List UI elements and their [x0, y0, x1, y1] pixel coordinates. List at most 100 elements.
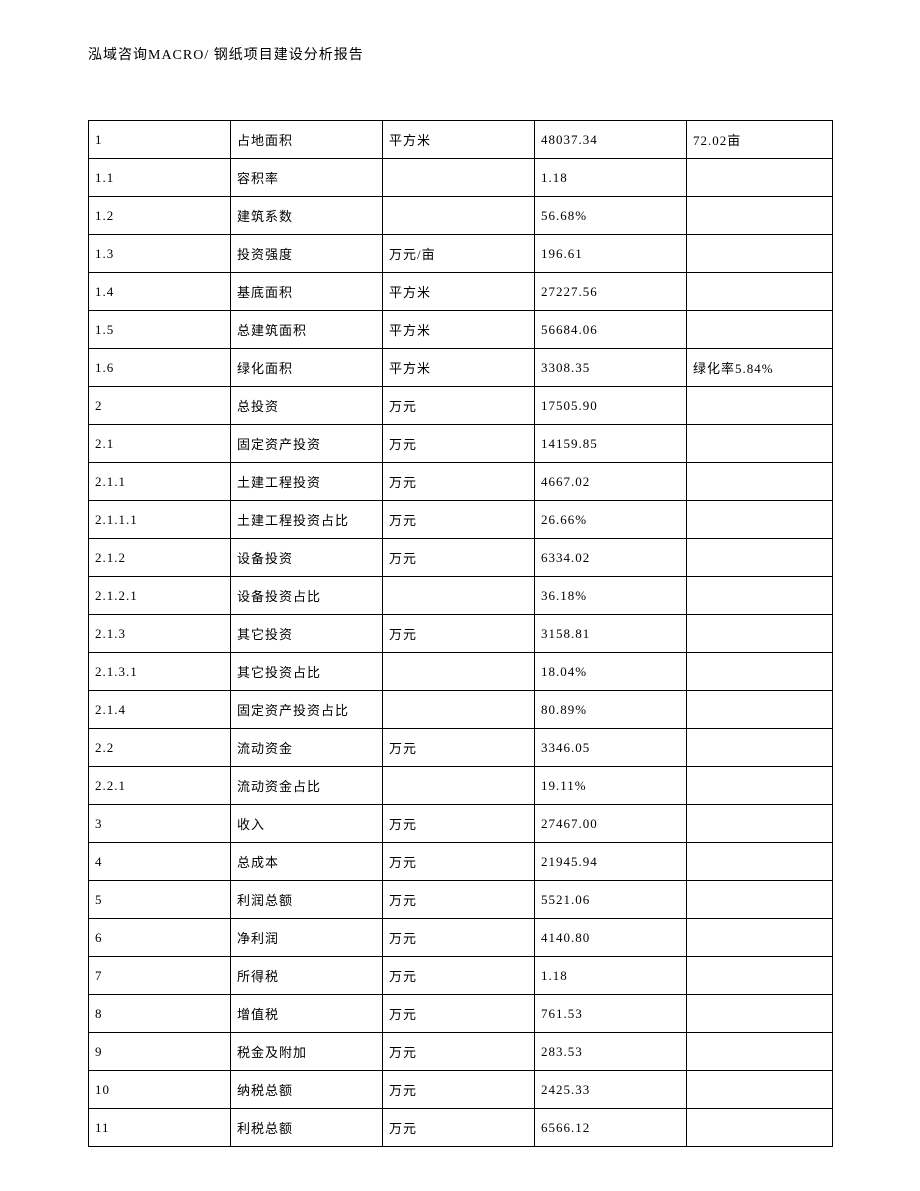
- table-cell: [383, 159, 535, 197]
- table-cell: 1: [89, 121, 231, 159]
- data-table: 1占地面积平方米48037.3472.02亩1.1容积率1.181.2建筑系数5…: [88, 120, 833, 1147]
- table-cell: [687, 235, 833, 273]
- table-row: 2.1.2设备投资万元6334.02: [89, 539, 833, 577]
- table-row: 2.2流动资金万元3346.05: [89, 729, 833, 767]
- table-cell: 利润总额: [231, 881, 383, 919]
- table-cell: 1.2: [89, 197, 231, 235]
- table-cell: 平方米: [383, 349, 535, 387]
- table-cell: 设备投资: [231, 539, 383, 577]
- table-cell: 万元: [383, 919, 535, 957]
- table-cell: [687, 159, 833, 197]
- table-row: 1.5总建筑面积平方米56684.06: [89, 311, 833, 349]
- table-cell: [687, 463, 833, 501]
- table-cell: [687, 653, 833, 691]
- table-row: 10纳税总额万元2425.33: [89, 1071, 833, 1109]
- table-body: 1占地面积平方米48037.3472.02亩1.1容积率1.181.2建筑系数5…: [89, 121, 833, 1147]
- table-cell: 11: [89, 1109, 231, 1147]
- table-cell: [383, 197, 535, 235]
- table-cell: 万元: [383, 463, 535, 501]
- table-cell: 196.61: [535, 235, 687, 273]
- table-cell: 8: [89, 995, 231, 1033]
- table-cell: [687, 615, 833, 653]
- table-cell: [687, 1109, 833, 1147]
- table-cell: 6566.12: [535, 1109, 687, 1147]
- table-cell: 总建筑面积: [231, 311, 383, 349]
- table-cell: 土建工程投资: [231, 463, 383, 501]
- table-cell: 56684.06: [535, 311, 687, 349]
- table-cell: 万元: [383, 539, 535, 577]
- table-cell: 平方米: [383, 273, 535, 311]
- table-cell: 3346.05: [535, 729, 687, 767]
- table-cell: 万元: [383, 729, 535, 767]
- table-row: 8增值税万元761.53: [89, 995, 833, 1033]
- table-cell: 2.1.2.1: [89, 577, 231, 615]
- table-cell: 平方米: [383, 121, 535, 159]
- table-row: 2.1.4固定资产投资占比80.89%: [89, 691, 833, 729]
- table-cell: [687, 919, 833, 957]
- table-cell: [687, 1071, 833, 1109]
- table-cell: 2.2: [89, 729, 231, 767]
- table-cell: 绿化面积: [231, 349, 383, 387]
- table-cell: 48037.34: [535, 121, 687, 159]
- table-cell: 26.66%: [535, 501, 687, 539]
- table-cell: 7: [89, 957, 231, 995]
- table-cell: 固定资产投资占比: [231, 691, 383, 729]
- table-cell: 万元: [383, 615, 535, 653]
- table-cell: 平方米: [383, 311, 535, 349]
- table-cell: 36.18%: [535, 577, 687, 615]
- table-cell: 1.6: [89, 349, 231, 387]
- table-cell: [687, 577, 833, 615]
- table-cell: 3: [89, 805, 231, 843]
- table-cell: [383, 577, 535, 615]
- table-cell: [687, 425, 833, 463]
- table-row: 2.1固定资产投资万元14159.85: [89, 425, 833, 463]
- table-cell: 9: [89, 1033, 231, 1071]
- table-row: 2.1.1土建工程投资万元4667.02: [89, 463, 833, 501]
- table-cell: 1.18: [535, 957, 687, 995]
- table-cell: 18.04%: [535, 653, 687, 691]
- table-cell: 1.1: [89, 159, 231, 197]
- table-cell: 土建工程投资占比: [231, 501, 383, 539]
- table-cell: 税金及附加: [231, 1033, 383, 1071]
- table-cell: 2.2.1: [89, 767, 231, 805]
- table-cell: 2.1.3: [89, 615, 231, 653]
- table-row: 2.1.3.1其它投资占比18.04%: [89, 653, 833, 691]
- table-cell: 占地面积: [231, 121, 383, 159]
- table-cell: 5521.06: [535, 881, 687, 919]
- table-row: 3收入万元27467.00: [89, 805, 833, 843]
- table-cell: 万元: [383, 387, 535, 425]
- table-cell: 万元: [383, 881, 535, 919]
- table-cell: [687, 311, 833, 349]
- table-cell: 2.1.1.1: [89, 501, 231, 539]
- table-cell: 万元: [383, 1109, 535, 1147]
- table-cell: 净利润: [231, 919, 383, 957]
- table-cell: [687, 881, 833, 919]
- table-cell: 绿化率5.84%: [687, 349, 833, 387]
- table-cell: 2: [89, 387, 231, 425]
- table-cell: 17505.90: [535, 387, 687, 425]
- table-cell: 19.11%: [535, 767, 687, 805]
- table-cell: 2.1.2: [89, 539, 231, 577]
- table-row: 4总成本万元21945.94: [89, 843, 833, 881]
- table-cell: 3158.81: [535, 615, 687, 653]
- table-row: 2.1.2.1设备投资占比 36.18%: [89, 577, 833, 615]
- table-cell: 设备投资占比: [231, 577, 383, 615]
- table-cell: [687, 729, 833, 767]
- table-cell: 2.1.4: [89, 691, 231, 729]
- table-cell: 2.1: [89, 425, 231, 463]
- table-row: 2.2.1流动资金占比19.11%: [89, 767, 833, 805]
- table-cell: 27227.56: [535, 273, 687, 311]
- table-row: 7所得税万元1.18: [89, 957, 833, 995]
- table-cell: 1.18: [535, 159, 687, 197]
- table-row: 2总投资万元17505.90: [89, 387, 833, 425]
- table-cell: 3308.35: [535, 349, 687, 387]
- table-cell: [687, 501, 833, 539]
- table-cell: [383, 653, 535, 691]
- table-row: 5利润总额万元5521.06: [89, 881, 833, 919]
- table-row: 11利税总额万元6566.12: [89, 1109, 833, 1147]
- table-cell: 万元: [383, 805, 535, 843]
- table-cell: [687, 197, 833, 235]
- table-cell: 4140.80: [535, 919, 687, 957]
- page-header: 泓域咨询MACRO/ 钢纸项目建设分析报告: [88, 44, 364, 64]
- table-cell: 纳税总额: [231, 1071, 383, 1109]
